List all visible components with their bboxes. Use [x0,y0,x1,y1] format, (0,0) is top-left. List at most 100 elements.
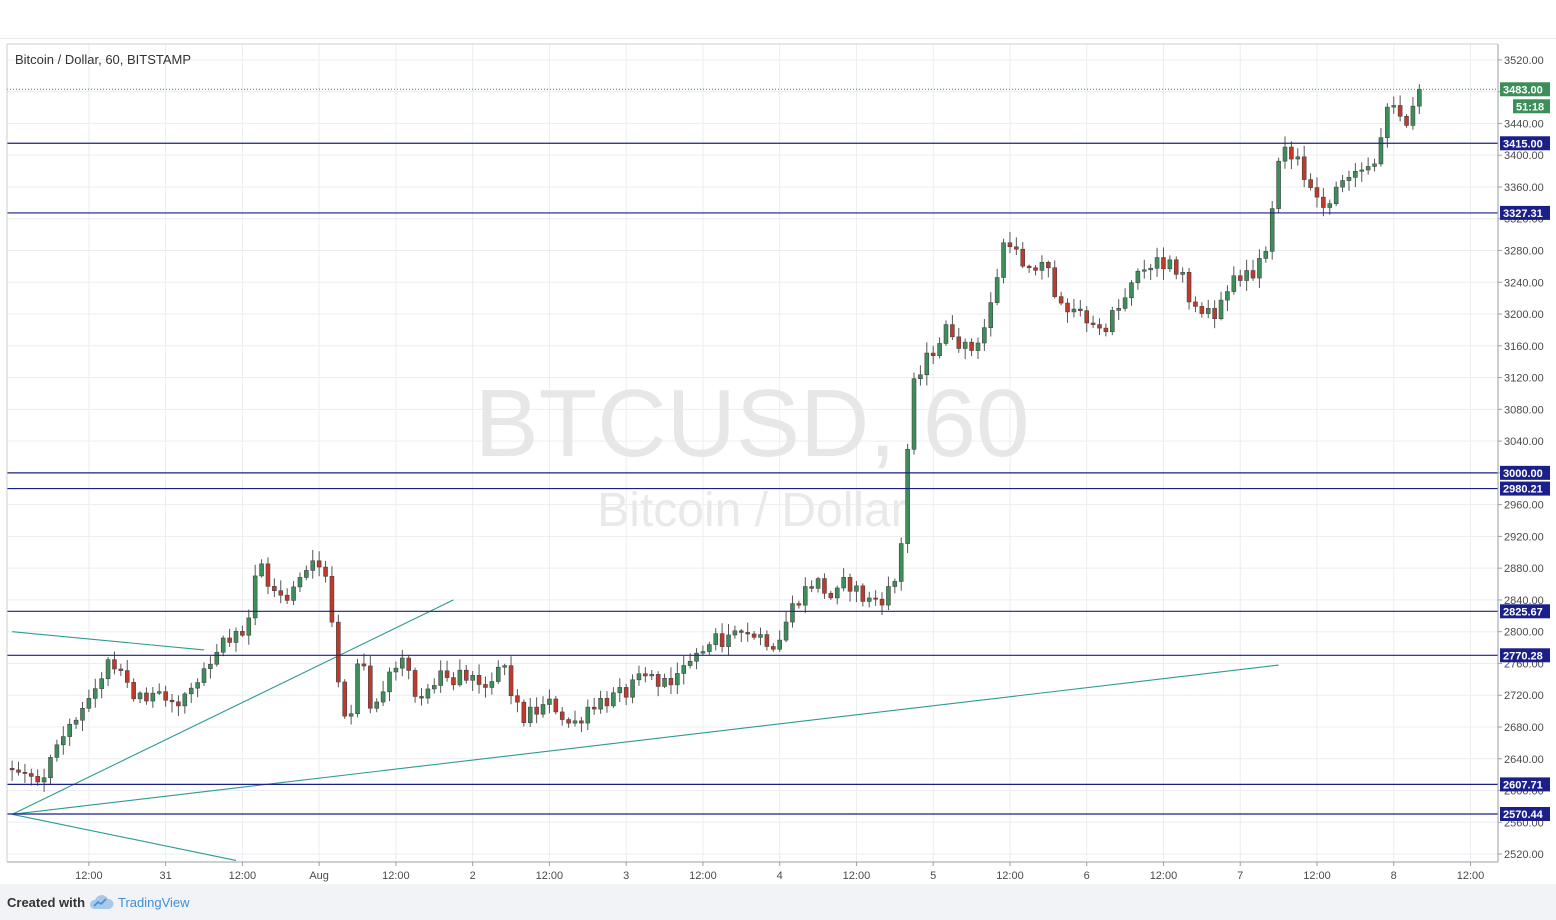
tradingview-link[interactable]: TradingView [118,895,190,910]
level-tag-box [1500,604,1550,619]
candle-up [201,668,207,683]
level-tag-box [1500,136,1550,151]
candle-up [1039,261,1045,271]
candle-up [1378,137,1384,165]
candle-down [476,675,482,685]
price-axis[interactable] [1498,44,1556,884]
trend-line [12,664,1279,815]
candle-up [1257,258,1262,279]
candle-up [457,669,463,686]
candle-down [579,720,584,724]
top-bar [0,0,1556,39]
horizontal-levels[interactable] [7,142,1498,815]
created-with-label: Created with [7,895,86,910]
candle-down [1186,272,1192,303]
candle-down [668,678,674,686]
candle-down [124,670,130,683]
candle-up [400,657,405,669]
candle-up [1154,257,1160,269]
candle-down [566,719,571,724]
level-tag-label: 2770.28 [1503,650,1543,662]
candle-up [310,560,316,571]
candle-up [783,621,789,641]
candle-down [1103,327,1109,333]
time-tick-label: 2 [470,870,476,882]
candle-down [1308,179,1313,188]
candle-up [246,617,252,636]
trend-lines[interactable] [11,599,1279,861]
tradingview-cloud-icon[interactable] [88,894,114,910]
candle-up [886,586,891,606]
candle-up [988,302,994,328]
candle-down [444,670,450,678]
candle-down [176,701,181,707]
candle-up [943,324,949,344]
candle-down [508,665,514,697]
chart-svg[interactable]: BTCUSD, 60 Bitcoin / Dollar 2520.002560.… [0,0,1556,884]
countdown-value: 51:18 [1516,101,1544,113]
candle-up [86,698,92,709]
candle-up [214,651,220,665]
price-tick-label: 3200.00 [1504,309,1544,321]
candle-up [208,663,213,669]
candle-down [284,594,290,601]
candle-down [1314,187,1320,198]
candle-up [1276,160,1281,209]
time-tick-label: 12:00 [382,870,410,882]
candle-up [195,682,200,689]
candle-down [1404,115,1409,126]
candle-down [412,670,418,697]
candle-up [834,587,840,599]
candle-down [463,669,469,681]
candle-down [822,578,827,594]
candle-up [1333,186,1339,205]
level-tag-label: 3000.00 [1503,468,1543,480]
chart-title: Bitcoin / Dollar, 60, BITSTAMP [15,52,191,67]
candle-down [771,646,776,650]
time-tick-label: 31 [160,870,172,882]
candle-down [809,586,814,589]
plot-area[interactable] [7,44,1498,862]
trend-line [11,599,454,815]
candle-up [982,327,987,344]
candle-up [777,639,782,650]
level-tag-box [1500,807,1550,822]
candle-down [745,632,750,635]
candle-down [764,634,770,647]
candle-down [1301,156,1307,180]
candle-down [956,336,962,349]
time-tick-label: 5 [930,870,936,882]
level-tag-label: 2570.44 [1503,809,1544,821]
time-tick-label: 12:00 [536,870,564,882]
candle-up [393,667,399,673]
candle-down [1289,146,1294,160]
candle-up [854,585,859,592]
footer: Created with TradingView [0,884,1556,920]
candle-up [92,688,98,699]
candle-down [860,585,866,602]
candle-up [1346,177,1352,181]
candle-down [22,771,28,774]
candle-up [1410,105,1416,126]
candle-up [1385,106,1390,138]
candle-up [291,586,296,601]
candle-up [841,577,846,589]
candle-down [163,691,168,701]
candle-down [483,684,488,688]
candle-up [1372,163,1377,167]
candle-down [336,621,341,683]
level-tags: 3415.00 3327.31 3000.00 2980.21 2825.67 2770.… [1500,136,1550,822]
candle-down [1007,242,1013,248]
candle-up [1001,242,1006,278]
price-tick-label: 2520.00 [1504,849,1544,861]
candle-up [1359,169,1365,172]
candle-down [1014,246,1019,250]
trend-line [12,813,237,861]
candle-down [1065,302,1070,313]
candle-up [182,693,188,707]
candle-down [515,695,520,703]
candle-up [802,586,808,606]
candle-down [368,665,373,709]
candle-down [1321,196,1326,208]
